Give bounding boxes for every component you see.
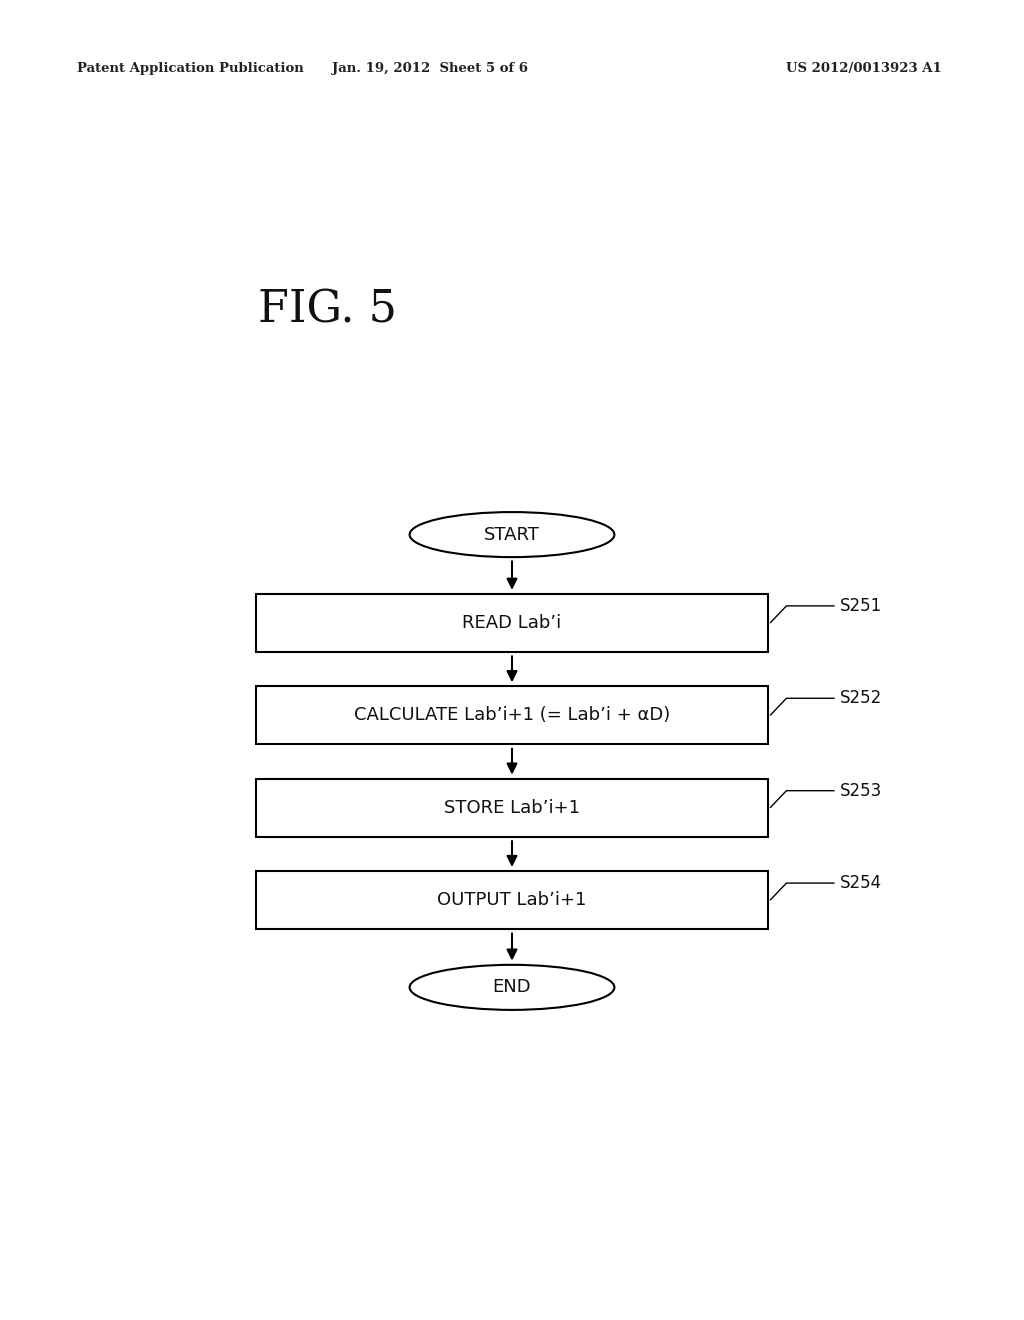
Text: Jan. 19, 2012  Sheet 5 of 6: Jan. 19, 2012 Sheet 5 of 6 [332, 62, 528, 75]
Text: S253: S253 [840, 781, 882, 800]
Text: FIG. 5: FIG. 5 [258, 289, 397, 331]
FancyBboxPatch shape [256, 594, 768, 652]
Ellipse shape [410, 965, 614, 1010]
Text: OUTPUT Lab’i+1: OUTPUT Lab’i+1 [437, 891, 587, 909]
FancyBboxPatch shape [256, 686, 768, 744]
FancyBboxPatch shape [256, 779, 768, 837]
FancyBboxPatch shape [256, 871, 768, 929]
Text: Patent Application Publication: Patent Application Publication [77, 62, 303, 75]
Text: S252: S252 [840, 689, 882, 708]
Text: S254: S254 [840, 874, 882, 892]
Text: S251: S251 [840, 597, 882, 615]
Text: READ Lab’i: READ Lab’i [463, 614, 561, 632]
Text: STORE Lab’i+1: STORE Lab’i+1 [444, 799, 580, 817]
Ellipse shape [410, 512, 614, 557]
Text: US 2012/0013923 A1: US 2012/0013923 A1 [786, 62, 942, 75]
Text: CALCULATE Lab’i+1 (= Lab’i + αD): CALCULATE Lab’i+1 (= Lab’i + αD) [354, 706, 670, 725]
Text: END: END [493, 978, 531, 997]
Text: START: START [484, 525, 540, 544]
